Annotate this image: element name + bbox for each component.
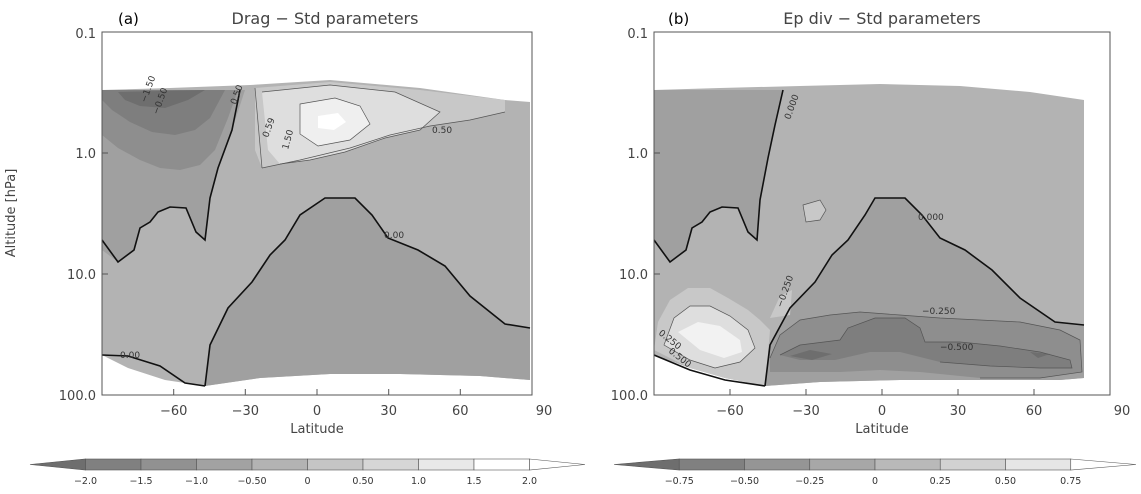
panel-a-y-axis-label: Altitude [hPa] [4,169,19,258]
colorbar-tick-label: 1.0 [411,476,426,487]
colorbar-cell [251,458,308,471]
colorbar-cell [85,458,142,471]
panel-b-letter: (b) [668,10,689,28]
panel-a-y-tick-labels: 0.1 1.0 10.0 100.0 [59,27,96,404]
panel-b-x-tick-labels: −60 −30 0 30 60 90 [716,404,1130,419]
panel-a-clabel: 0.50 [432,126,452,136]
panel-a-x-tick-label: 60 [452,404,469,419]
colorbar-tick-label: 0.50 [352,476,373,487]
panel-a-letter: (a) [118,10,139,28]
panel-a-clabel: 0.00 [384,231,404,241]
panel-a-x-axis-label: Latitude [290,422,344,437]
panel-a-x-tick-label: 30 [380,404,397,419]
panel-b-region-pos-075 [678,322,742,358]
panel-b-clabel: −0.250 [922,307,956,317]
colorbar-cell [809,458,876,471]
panel-b-x-tick-label: −60 [716,404,743,419]
panel-b-x-axis-label: Latitude [855,422,909,437]
panel-b-y-tick-label: 10.0 [619,268,648,283]
colorbar-cell [196,458,253,471]
colorbar-tick-label: −2.0 [74,476,97,487]
colorbar-tick-label: 0.75 [1060,476,1081,487]
panel-a-y-tick-label: 1.0 [75,147,96,162]
colorbar-cell [678,458,745,471]
panel-a-contours [102,80,530,386]
panel-a-thin-contours [254,84,506,169]
panel-b-y-tick-label: 0.1 [627,27,648,42]
panel-b-title: Ep div − Std parameters [783,9,980,28]
panel-b-x-tick-label: 30 [950,404,967,419]
panel-a-region-max [318,113,346,130]
colorbar-cell [744,458,811,471]
panel-a-y-tick-label: 0.1 [75,27,96,42]
panel-b-region-neg-050 [780,318,1072,368]
panel-a-y-tick-label: 10.0 [67,268,96,283]
colorbar-max-triangle [529,458,586,471]
panel-b-colorbar: −0.75 −0.50 −0.25 0 0.25 0.50 0.75 [613,458,1137,487]
colorbar-cell [939,458,1006,471]
panel-b-x-tick-label: 0 [878,404,886,419]
panel-a-clabel: 0.00 [120,351,140,361]
panel-b-contours [654,84,1084,386]
colorbar-cell [362,458,419,471]
panel-b-region-small-2 [770,290,792,318]
panel-b-region-small [803,200,826,222]
panel-a-zero-contours [101,89,531,387]
colorbar-cell [418,458,475,471]
colorbar-tick-label: −0.25 [795,476,824,487]
colorbar-tick-label: 0 [304,476,310,487]
panel-a-x-tick-labels: −60 −30 0 30 60 90 [160,404,552,419]
colorbar-tick-label: 2.0 [522,476,537,487]
panel-a-drag: −1.50 −0.50 0.59 0.50 1.50 0.50 0.00 0.0… [4,9,586,487]
panel-b-y-tick-labels: 0.1 1.0 10.0 100.0 [611,27,648,404]
colorbar-min-triangle [613,458,680,471]
colorbar-cell [140,458,197,471]
panel-b-thin-contours [663,199,1083,379]
panel-a-region-neg-4 [118,90,205,108]
panel-a-y-tick-label: 100.0 [59,389,96,404]
panel-a-x-tick-label: −60 [160,404,187,419]
panel-b-x-tick-label: 90 [1114,404,1131,419]
panel-b-y-tick-label: 100.0 [611,389,648,404]
panel-b-clabel: 0.000 [918,213,944,223]
panel-b-tick-marks [654,152,1035,395]
panel-b-clabel: −0.500 [940,343,974,353]
panel-a-region-center [205,198,530,386]
panel-a-x-tick-label: 0 [313,404,321,419]
panel-b-x-tick-label: 60 [1026,404,1043,419]
colorbar-max-triangle [1070,458,1137,471]
panel-b-y-tick-label: 1.0 [627,147,648,162]
colorbar-min-triangle [29,458,86,471]
panel-a-x-tick-label: −30 [232,404,259,419]
panel-b-x-tick-label: −30 [792,404,819,419]
panel-a-x-tick-label: 90 [536,404,553,419]
colorbar-cell [473,458,530,471]
panel-a-tick-marks [102,152,461,395]
colorbar-tick-label: −0.50 [237,476,266,487]
panel-a-colorbar: −2.0 −1.5 −1.0 −0.50 0 0.50 1.0 1.5 2.0 [29,458,586,487]
panel-b-zero-contours [653,89,1085,387]
colorbar-tick-label: 0.25 [930,476,951,487]
colorbar-tick-label: 0 [872,476,878,487]
colorbar-tick-label: −0.50 [730,476,759,487]
colorbar-tick-label: 1.5 [466,476,481,487]
panel-a-title: Drag − Std parameters [232,9,419,28]
colorbar-tick-label: −0.75 [665,476,694,487]
panel-b-ep-div: 0.000 0.000 −0.250 −0.250 −0.500 0.250 0… [611,9,1137,487]
colorbar-cell [874,458,941,471]
colorbar-tick-label: 0.50 [995,476,1016,487]
colorbar-tick-label: −1.0 [185,476,208,487]
colorbar-cell [307,458,364,471]
colorbar-cell [1005,458,1072,471]
colorbar-tick-label: −1.5 [129,476,152,487]
panel-b-region-left [654,90,783,262]
